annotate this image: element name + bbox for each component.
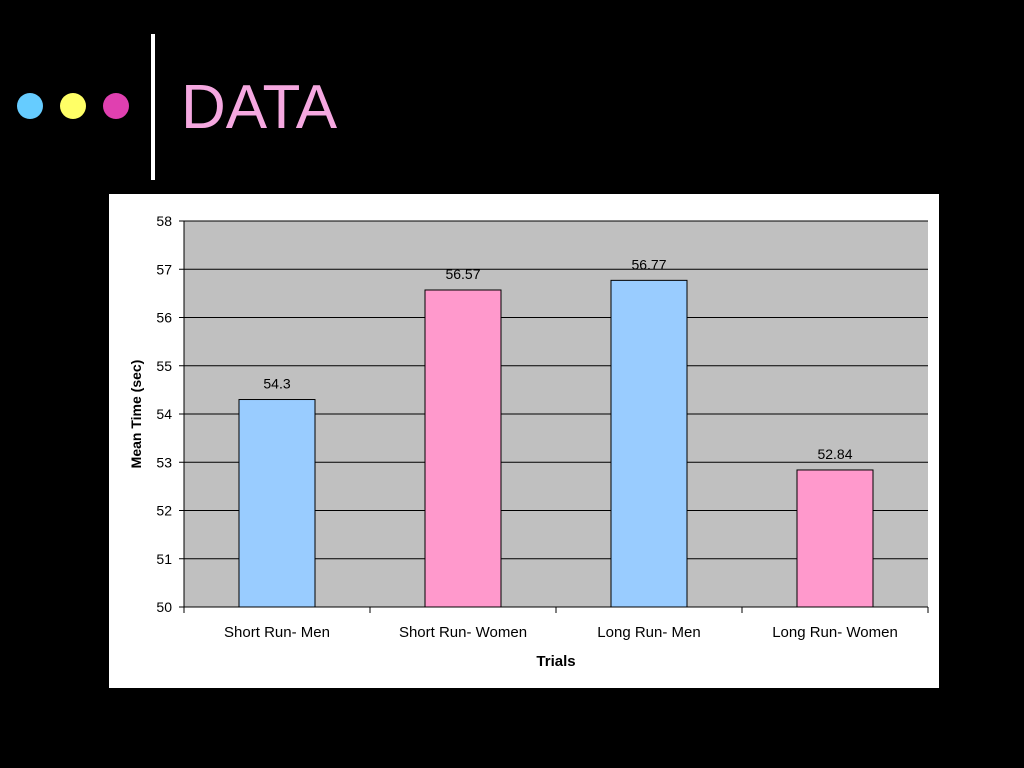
y-tick-label: 54 [156,406,172,422]
y-tick-label: 56 [156,310,172,326]
x-axis-title: Trials [536,653,575,670]
y-tick-label: 58 [156,213,172,229]
y-tick-label: 50 [156,599,172,615]
yellow-dot [60,93,86,119]
bar [796,469,874,608]
bar-chart: 50 51 52 53 54 55 56 57 58 54.3 Short Run- Men 56.5… [128,213,929,670]
data-label: 52.84 [817,446,852,462]
y-tick-label: 53 [156,454,172,470]
y-tick-label: 57 [156,261,172,277]
bar [424,289,502,608]
x-tick-label: Long Run- Men [597,624,700,641]
y-tick-label: 55 [156,358,172,374]
bar [610,279,688,608]
data-label: 56.57 [445,266,480,282]
blue-dot [17,93,43,119]
magenta-dot [103,93,129,119]
y-axis-title: Mean Time (sec) [128,360,144,469]
x-tick-label: Long Run- Women [772,624,898,641]
title-divider [151,34,155,180]
data-label: 54.3 [263,376,290,392]
x-tick-label: Short Run- Men [224,624,330,641]
data-label: 56.77 [631,256,666,272]
y-tick-label: 51 [156,551,172,567]
chart-panel: 50 51 52 53 54 55 56 57 58 54.3 Short Run- Men 56.5… [109,194,939,688]
slide-title: DATA [181,73,338,142]
x-tick-label: Short Run- Women [399,624,527,641]
y-tick-label: 52 [156,503,172,519]
bar [238,399,316,608]
